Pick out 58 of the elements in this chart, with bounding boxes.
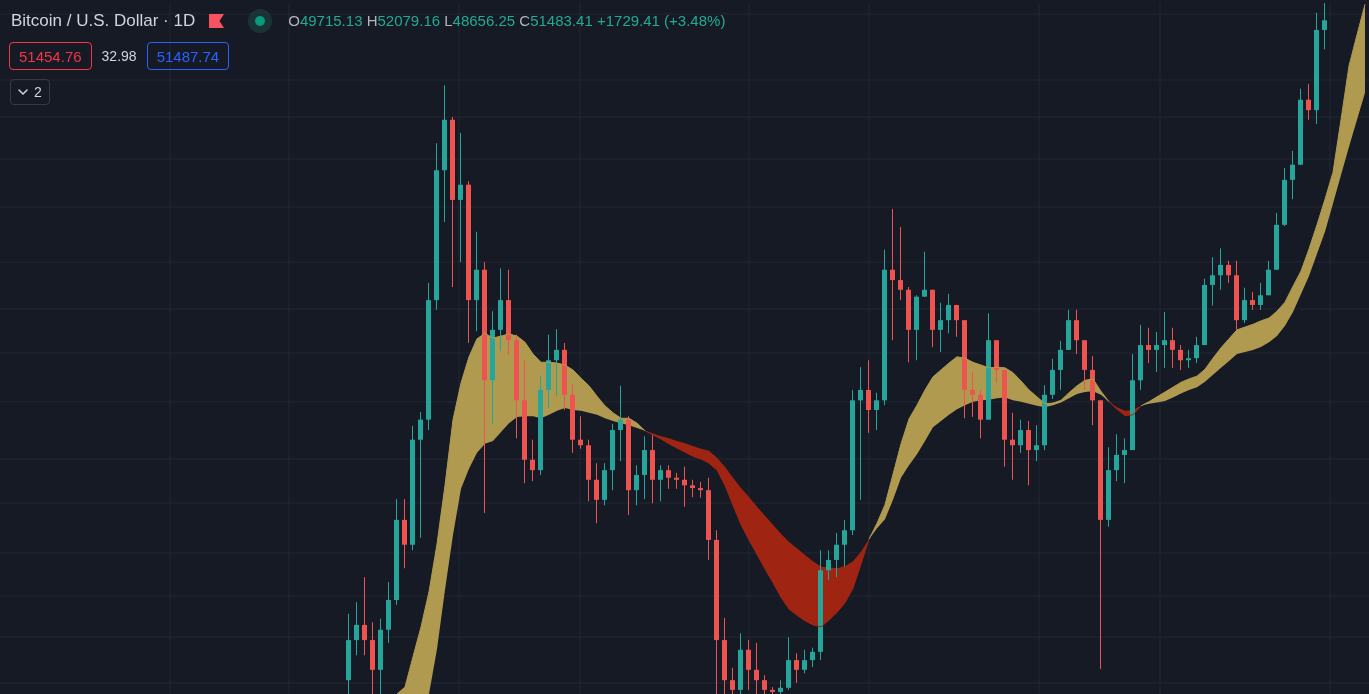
candlestick	[858, 366, 863, 501]
candlestick	[762, 674, 767, 694]
candlestick	[842, 519, 847, 568]
candlestick	[754, 642, 759, 694]
candlestick	[1034, 424, 1039, 462]
candlestick	[1194, 336, 1199, 364]
candlestick	[1146, 327, 1151, 364]
candlestick	[746, 639, 751, 691]
candlestick	[834, 532, 839, 578]
candlestick	[1210, 256, 1215, 307]
candlestick	[1258, 282, 1263, 311]
candlestick	[898, 226, 903, 301]
candlestick	[1058, 340, 1063, 391]
candlestick	[826, 549, 831, 581]
candlestick	[1170, 327, 1175, 369]
candlestick	[730, 667, 735, 694]
candlestick	[1218, 247, 1223, 291]
candlestick	[658, 464, 663, 502]
candlestick	[1018, 419, 1023, 454]
candlestick	[362, 576, 367, 656]
toggle-button: 2	[10, 79, 50, 105]
candlestick	[946, 293, 951, 334]
text: 32.98	[101, 48, 137, 64]
candlestick	[922, 251, 927, 298]
candlestick	[1242, 287, 1247, 324]
candlestick	[1306, 83, 1311, 121]
candlestick	[1322, 3, 1327, 50]
candlestick	[794, 652, 799, 684]
candlestick	[970, 371, 975, 418]
candlestick	[418, 411, 423, 539]
candlestick	[634, 464, 639, 506]
candlestick	[890, 208, 895, 341]
candlestick	[458, 132, 463, 263]
candlestick	[1026, 420, 1031, 486]
text: Bitcoin / U.S. Dollar · 1D	[11, 11, 196, 31]
candlestick	[810, 647, 815, 668]
candlestick	[1074, 309, 1079, 355]
candlestick	[594, 462, 599, 524]
candlestick	[866, 359, 871, 434]
candlestick	[1290, 150, 1295, 200]
candlestick	[666, 464, 671, 490]
candlestick	[1114, 433, 1119, 482]
candlestick	[618, 385, 623, 462]
candlestick	[354, 601, 359, 656]
text: O49715.13 H52079.16 L48656.25 C51483.41 +1729.41 (+3.48%)	[288, 12, 726, 29]
candlestick	[530, 439, 535, 482]
price-box: 51487.74	[146, 42, 230, 70]
candlestick	[1226, 260, 1231, 284]
candlestick	[802, 649, 807, 674]
candlestick	[1122, 437, 1127, 484]
price-box: 51454.76	[9, 42, 92, 70]
candlestick	[554, 328, 559, 397]
candlestick	[954, 304, 959, 338]
candlestick	[1154, 331, 1159, 373]
candlestick	[1178, 344, 1183, 371]
candlestick	[874, 392, 879, 431]
candlestick	[1162, 311, 1167, 369]
candlestick	[938, 302, 943, 353]
